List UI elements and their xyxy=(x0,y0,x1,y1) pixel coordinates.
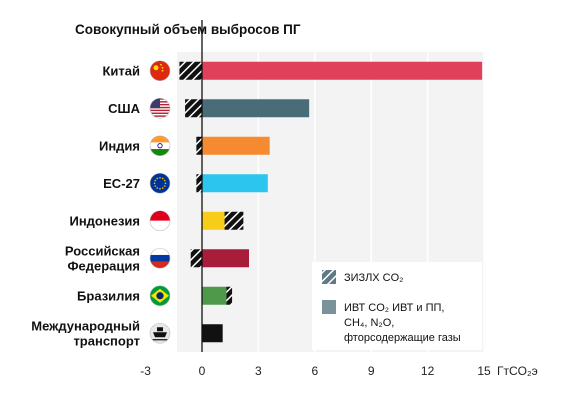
x-tick-label: 0 xyxy=(199,364,206,378)
category-label: транспорт xyxy=(73,333,140,348)
chart-title: Совокупный объем выбросов ПГ xyxy=(75,22,301,37)
x-tick-label: 12 xyxy=(421,364,435,378)
legend-label-solid-line-1: ИВТ CO₂ ИВТ и ПП, xyxy=(344,302,444,314)
x-tick-label: 15 xyxy=(477,364,491,378)
category-label: Федерация xyxy=(67,258,140,273)
category-label: США xyxy=(108,101,140,116)
legend-label-lulucf: ЗИЗЛХ CO₂ xyxy=(344,272,403,284)
x-tick-label: -3 xyxy=(140,364,151,378)
x-tick-label: 3 xyxy=(255,364,262,378)
legend-label-solid-line-3: фторсодержащие газы xyxy=(344,332,461,344)
category-label: Индия xyxy=(99,138,140,153)
bar-hatched xyxy=(226,286,233,305)
eu-flag xyxy=(149,172,171,194)
category-label: Международный xyxy=(31,318,140,333)
category-label: ЕС-27 xyxy=(103,176,140,191)
bar-solid xyxy=(202,324,223,343)
category-label: Бразилия xyxy=(77,288,140,303)
india-flag xyxy=(149,135,171,157)
bar-solid xyxy=(202,61,483,80)
usa-flag xyxy=(149,97,171,119)
legend: ЗИЗЛХ CO₂ ИВТ CO₂ ИВТ и ПП, CH₄, N₂O, фт… xyxy=(312,262,482,350)
bar-solid xyxy=(202,99,310,118)
category-label: Российская xyxy=(65,243,140,258)
category-label: Китай xyxy=(102,63,140,78)
russia-flag xyxy=(149,247,171,269)
legend-box xyxy=(312,262,482,350)
china-flag xyxy=(149,60,171,82)
ship-icon xyxy=(149,322,171,344)
x-tick-label: 6 xyxy=(311,364,318,378)
bar-solid xyxy=(202,136,270,155)
x-axis-unit-label: ГтCO₂э xyxy=(497,364,538,378)
category-label: Индонезия xyxy=(69,213,140,228)
bar-hatched xyxy=(224,211,244,230)
legend-swatch-solid xyxy=(322,300,336,314)
bar-hatched xyxy=(196,174,202,193)
bar-hatched xyxy=(190,249,202,268)
x-tick-label: 9 xyxy=(368,364,375,378)
bar-solid xyxy=(202,286,227,305)
bar-hatched xyxy=(179,61,202,80)
legend-label-solid-line-2: CH₄, N₂O, xyxy=(344,317,394,329)
bar-solid xyxy=(202,249,249,268)
bar-hatched xyxy=(185,99,202,118)
bar-solid xyxy=(202,211,225,230)
legend-swatch-hatched xyxy=(322,270,336,284)
brazil-flag xyxy=(149,285,171,307)
indonesia-flag xyxy=(149,210,171,232)
bar-hatched xyxy=(196,136,202,155)
bar-solid xyxy=(202,174,268,193)
